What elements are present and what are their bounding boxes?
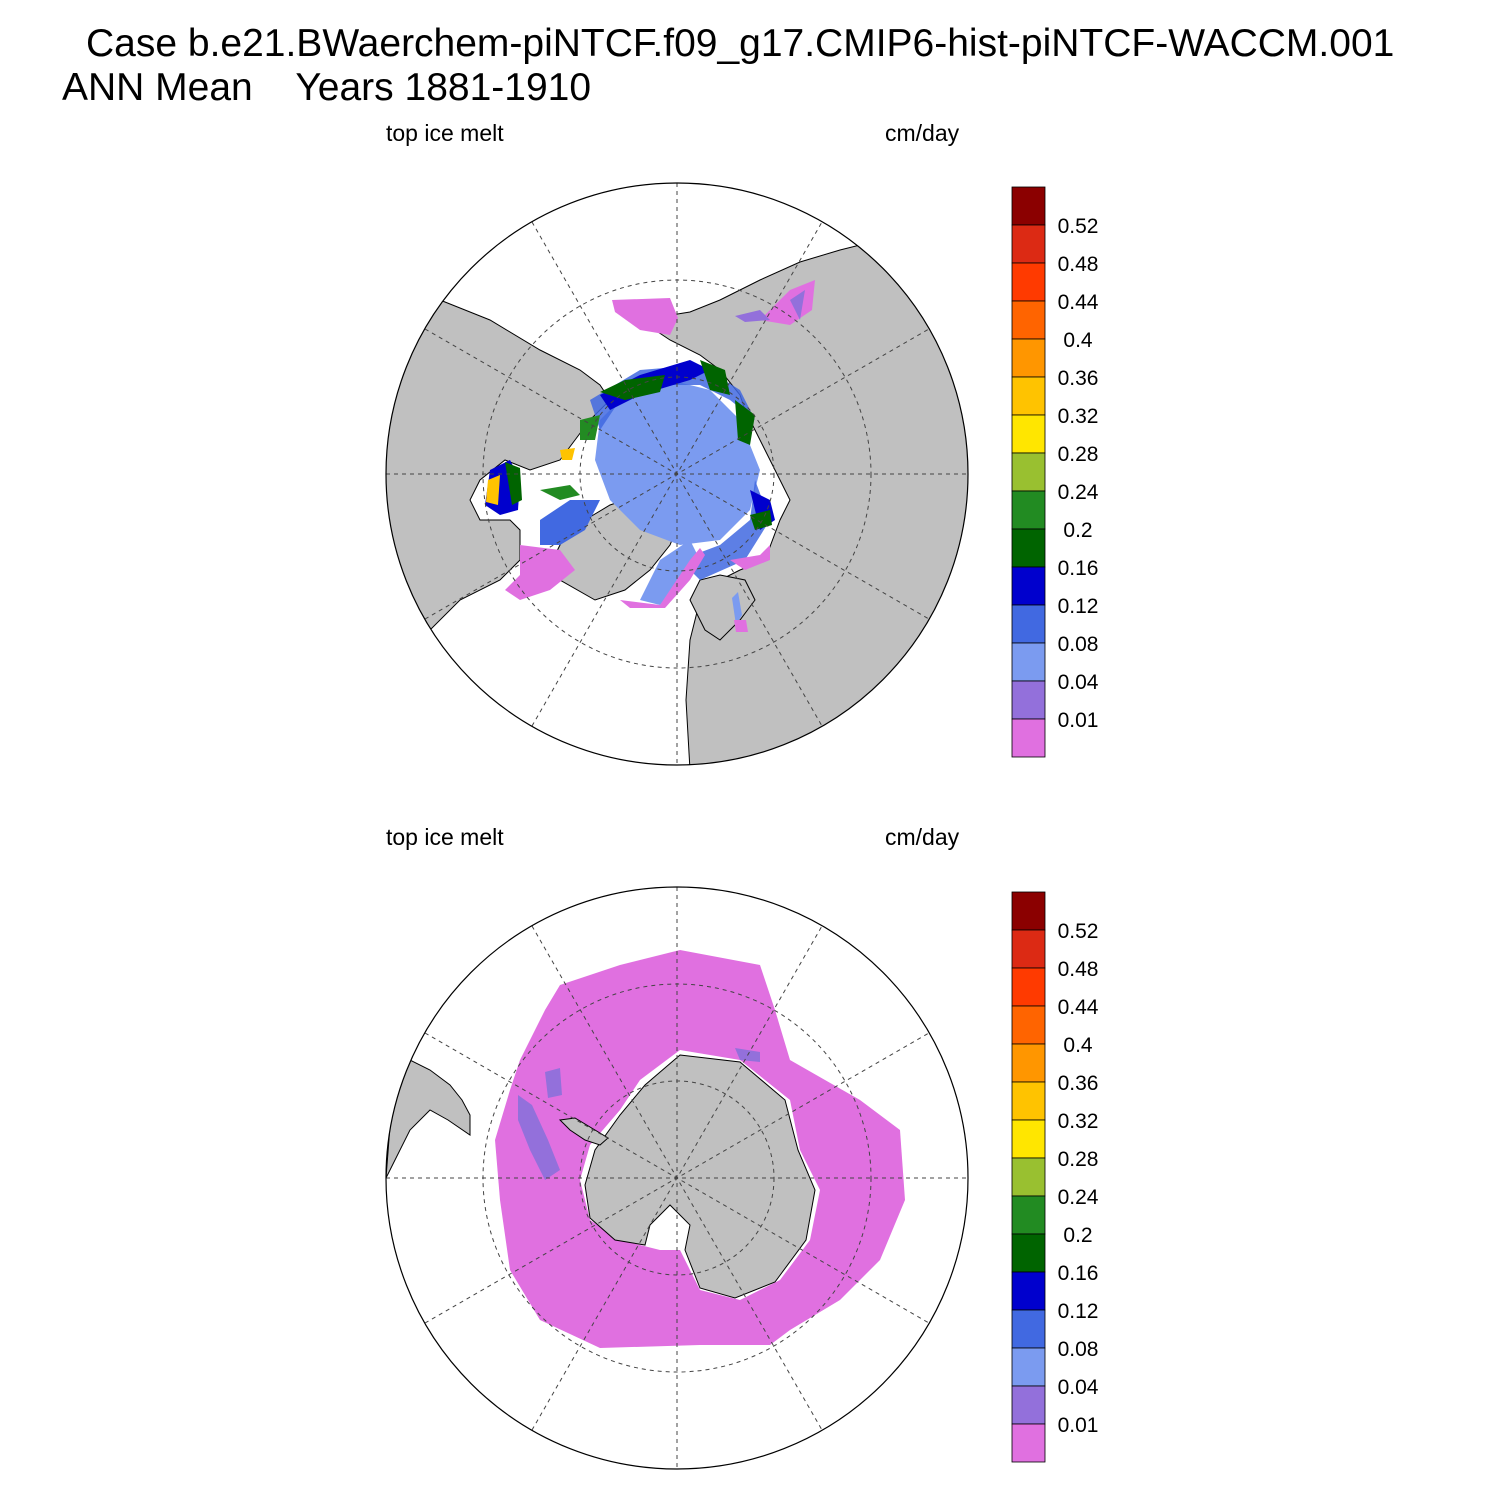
south-colorbar-label: 0.16 — [1058, 1262, 1099, 1285]
north-polar-map — [385, 182, 969, 766]
north-melt-greenland-sea — [640, 540, 700, 605]
south-colorbar-label: 0.12 — [1058, 1300, 1099, 1323]
figure-title-line-2: ANN Mean Years 1881-1910 — [62, 66, 592, 109]
north-melt-hudson-yellow — [486, 475, 500, 505]
north-panel-units-label: cm/day — [885, 120, 960, 146]
north-colorbar-label: 0.08 — [1058, 633, 1099, 656]
north-colorbar-box — [1011, 566, 1046, 606]
north-colorbar-box — [1011, 224, 1046, 264]
south-colorbar-box — [1011, 1423, 1046, 1463]
south-colorbar-label: 0.48 — [1058, 958, 1099, 981]
south-colorbar-box — [1011, 1309, 1046, 1349]
south-panel-variable-label: top ice melt — [386, 824, 504, 850]
south-colorbar-label: 0.04 — [1058, 1376, 1099, 1399]
north-melt-okhotsk — [760, 280, 815, 325]
figure-title-line-1: Case b.e21.BWaerchem-piNTCF.f09_g17.CMIP… — [86, 22, 1395, 65]
north-map-border — [385, 182, 969, 766]
north-melt-baltic-pink — [734, 620, 748, 632]
south-melt-pink-ring — [495, 950, 905, 1348]
south-colorbar-label: 0.24 — [1058, 1186, 1099, 1209]
south-colorbar-label: 0.28 — [1058, 1148, 1099, 1171]
north-melt-archipelago-green — [540, 415, 600, 500]
south-colorbar-box — [1011, 1157, 1046, 1197]
south-polar-map — [385, 886, 969, 1470]
north-land-scandinavia — [689, 574, 756, 641]
north-colorbar-label: 0.16 — [1058, 557, 1099, 580]
south-colorbar-label: 0.44 — [1058, 996, 1099, 1019]
north-melt-okhotsk-purple — [735, 290, 805, 322]
north-colorbar-label: 0.01 — [1058, 709, 1099, 732]
north-colorbar: 0.52 0.48 0.44 0.4 0.36 0.32 0.28 0.24 0.2 0.16 0.… — [1011, 186, 1099, 758]
south-map-border — [385, 886, 969, 1470]
south-colorbar-label: 0.01 — [1058, 1414, 1099, 1437]
south-panel-units-label: cm/day — [885, 824, 960, 850]
north-colorbar-box — [1011, 718, 1046, 758]
north-colorbar-box — [1011, 680, 1046, 720]
north-colorbar-label: 0.36 — [1058, 367, 1099, 390]
south-colorbar-label: 0.2 — [1063, 1224, 1092, 1247]
north-melt-bering-pink — [612, 298, 678, 335]
north-melt-dark-blue — [600, 360, 775, 530]
south-land-antarctica — [584, 1054, 816, 1299]
north-graticule — [386, 183, 968, 765]
south-colorbar-box — [1011, 1081, 1046, 1121]
north-colorbar-box — [1011, 642, 1046, 682]
north-colorbar-label: 0.2 — [1063, 519, 1092, 542]
north-melt-baltic — [732, 592, 742, 625]
south-colorbar-box — [1011, 1195, 1046, 1235]
south-colorbar-box — [1011, 1347, 1046, 1387]
south-colorbar-box — [1011, 929, 1046, 969]
south-colorbar-label: 0.52 — [1058, 920, 1099, 943]
south-colorbar: 0.52 0.48 0.44 0.4 0.36 0.32 0.28 0.24 0.2 0.16 0.… — [1011, 891, 1099, 1463]
south-melt-purple-weddell — [518, 1095, 560, 1180]
north-colorbar-label: 0.12 — [1058, 595, 1099, 618]
south-colorbar-box — [1011, 967, 1046, 1007]
north-colorbar-label: 0.4 — [1063, 329, 1093, 352]
north-colorbar-box — [1011, 300, 1046, 340]
north-colorbar-box — [1011, 414, 1046, 454]
north-melt-pale-blue — [595, 380, 760, 545]
north-colorbar-box — [1011, 452, 1046, 492]
north-melt-hudson-green — [505, 462, 522, 505]
north-land-north-america — [386, 299, 611, 641]
north-colorbar-label: 0.52 — [1058, 215, 1099, 238]
north-colorbar-label: 0.48 — [1058, 253, 1099, 276]
south-colorbar-label: 0.36 — [1058, 1072, 1099, 1095]
south-graticule — [386, 887, 968, 1469]
south-colorbar-box — [1011, 1385, 1046, 1425]
south-colorbar-label: 0.32 — [1058, 1110, 1099, 1133]
north-colorbar-box — [1011, 604, 1046, 644]
south-colorbar-box — [1011, 891, 1046, 931]
north-colorbar-label: 0.24 — [1058, 481, 1099, 504]
north-colorbar-label: 0.04 — [1058, 671, 1099, 694]
north-panel-variable-label: top ice melt — [386, 120, 504, 146]
south-colorbar-label: 0.4 — [1063, 1034, 1093, 1057]
south-colorbar-box — [1011, 1043, 1046, 1083]
north-melt-labrador-edge — [505, 545, 575, 600]
south-melt-purple-a — [545, 1068, 562, 1098]
north-melt-archipelago-yellow — [560, 448, 575, 460]
south-colorbar-box — [1011, 1233, 1046, 1273]
south-colorbar-label: 0.08 — [1058, 1338, 1099, 1361]
north-colorbar-box — [1011, 528, 1046, 568]
north-colorbar-box — [1011, 338, 1046, 378]
north-colorbar-label: 0.44 — [1058, 291, 1099, 314]
north-colorbar-box — [1011, 186, 1046, 226]
north-melt-pink-edge — [620, 545, 770, 608]
north-colorbar-label: 0.32 — [1058, 405, 1099, 428]
north-colorbar-box — [1011, 262, 1046, 302]
south-colorbar-box — [1011, 1271, 1046, 1311]
north-melt-baffin-bay — [540, 500, 600, 545]
north-colorbar-box — [1011, 376, 1046, 416]
north-colorbar-label: 0.28 — [1058, 443, 1099, 466]
south-colorbar-box — [1011, 1005, 1046, 1045]
north-colorbar-box — [1011, 490, 1046, 530]
south-colorbar-box — [1011, 1119, 1046, 1159]
